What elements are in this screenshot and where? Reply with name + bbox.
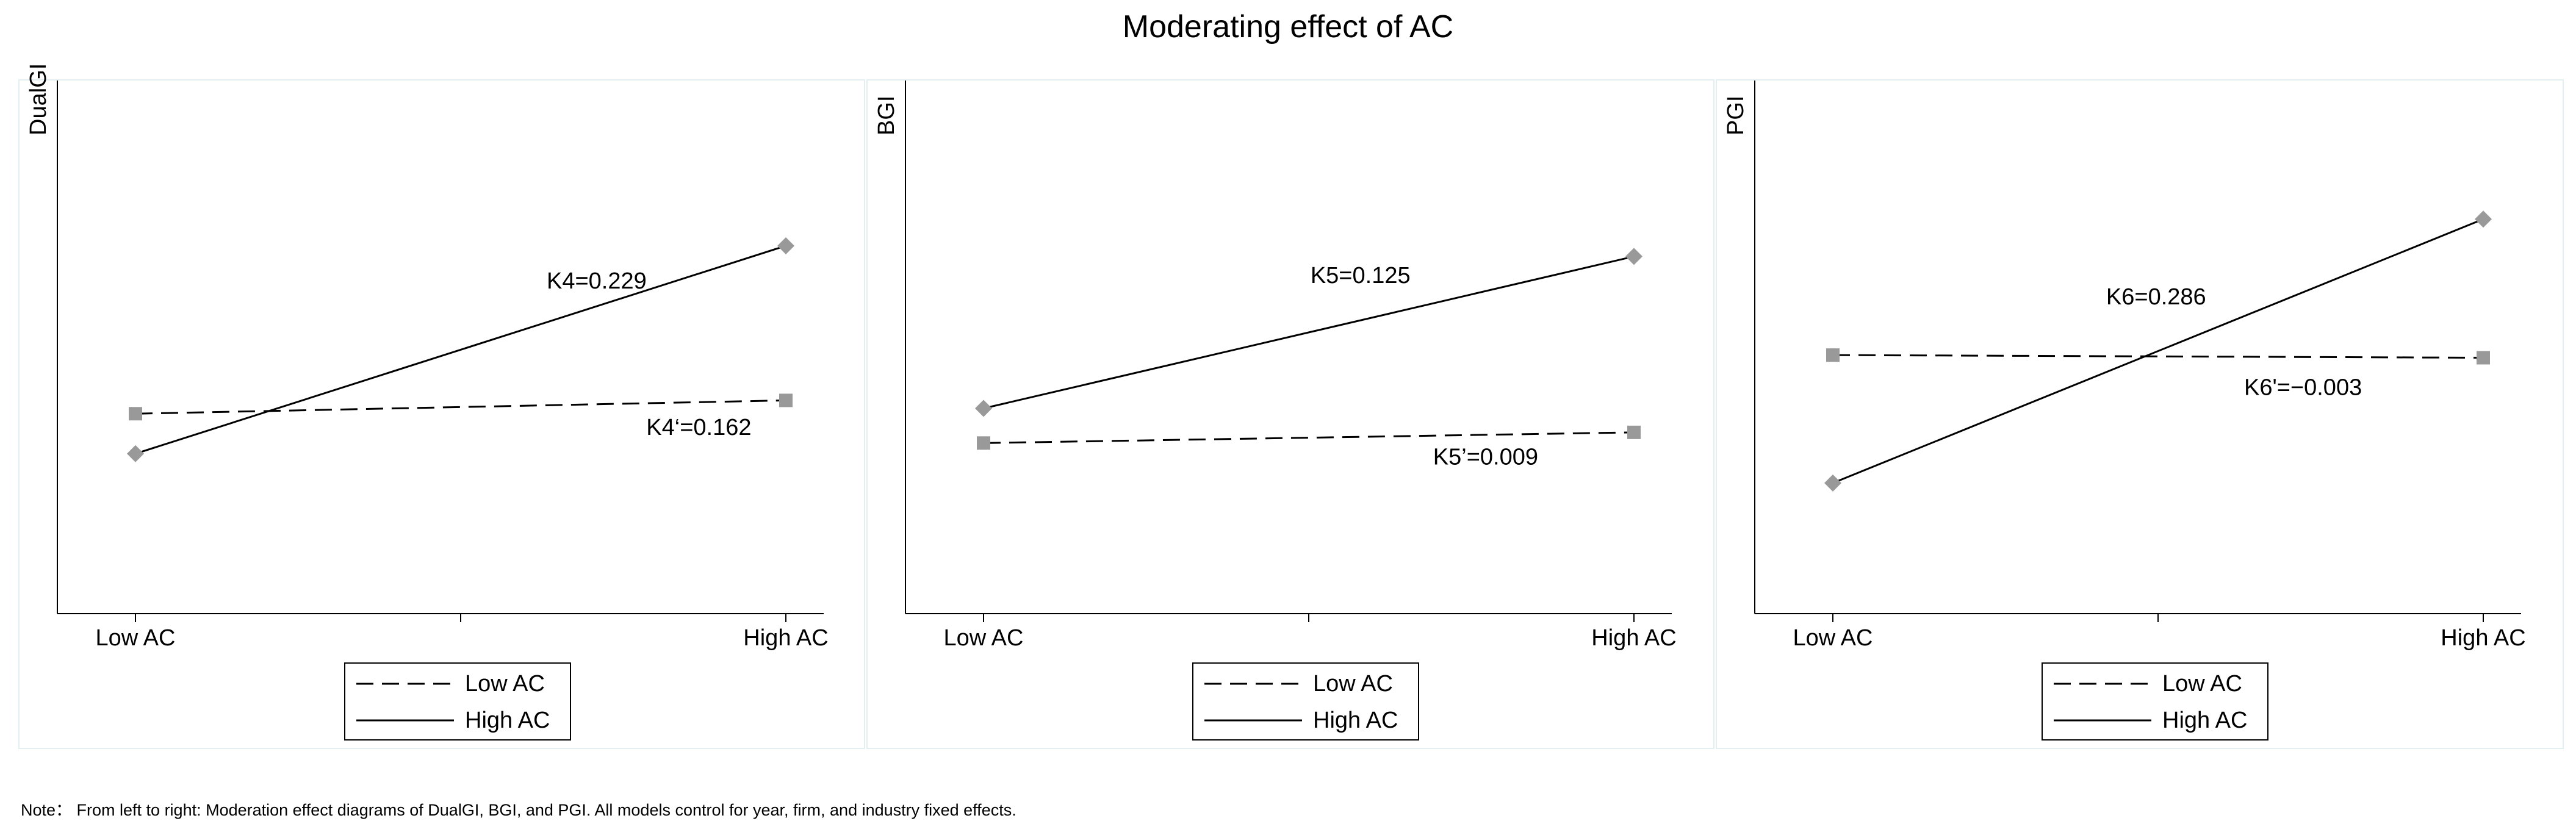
legend-solid-line-swatch xyxy=(356,719,454,722)
series-line-high-ac xyxy=(135,245,786,455)
data-point-square xyxy=(2477,351,2490,365)
legend-label: Low AC xyxy=(2162,671,2242,697)
x-tick-label: Low AC xyxy=(96,625,176,651)
legend-item-high-ac: High AC xyxy=(1193,704,1418,738)
legend-label: Low AC xyxy=(465,671,545,697)
legend-label: High AC xyxy=(465,708,550,733)
data-point-square xyxy=(129,407,142,421)
legend: Low AC High AC xyxy=(344,662,571,741)
chart-title: Moderating effect of AC xyxy=(1122,9,1454,45)
data-point-square xyxy=(779,393,793,407)
plot-area: Low AC High AC K6=0.286 K6'=−0.003 xyxy=(1754,81,2526,651)
slope-annotation: K6'=−0.003 xyxy=(2244,375,2362,401)
legend-label: Low AC xyxy=(1313,671,1393,697)
slope-annotation: K6=0.286 xyxy=(2106,284,2206,310)
data-point-square xyxy=(1627,425,1641,439)
data-point-diamond xyxy=(975,400,992,417)
data-point-square xyxy=(1826,348,1840,362)
legend-item-high-ac: High AC xyxy=(345,704,570,738)
legend-solid-line-swatch xyxy=(2054,719,2151,722)
slope-annotation: K5’=0.009 xyxy=(1433,444,1538,470)
panel-dualgi: DualGI Low AC High AC K4=0.229 K4‘=0.162 Lo… xyxy=(18,63,865,749)
data-point-square xyxy=(977,436,990,450)
legend-dashed-line-swatch xyxy=(356,683,454,685)
x-tick-label: High AC xyxy=(743,625,828,651)
data-point-diamond xyxy=(1824,474,1841,492)
legend-label: High AC xyxy=(2162,708,2248,733)
legend-item-low-ac: Low AC xyxy=(345,667,570,701)
x-tick-label: Low AC xyxy=(944,625,1024,651)
slope-annotation: K5=0.125 xyxy=(1311,263,1411,289)
panel-bgi: BGI Low AC High AC K5=0.125 K5’=0.009 Low A… xyxy=(866,79,1714,749)
series-line-high-ac xyxy=(1832,218,2484,484)
series-line-high-ac xyxy=(983,255,1635,409)
plot-area: Low AC High AC K4=0.229 K4‘=0.162 xyxy=(57,81,829,651)
legend-dashed-line-swatch xyxy=(2054,683,2151,685)
slope-annotation: K4‘=0.162 xyxy=(646,415,751,440)
series-line-low-ac xyxy=(135,399,786,415)
legend-item-low-ac: Low AC xyxy=(2043,667,2267,701)
slope-annotation: K4=0.229 xyxy=(547,268,647,294)
data-point-diamond xyxy=(1625,248,1642,265)
series-line-low-ac xyxy=(983,431,1635,444)
x-tick-label: High AC xyxy=(2441,625,2525,651)
footnote: Note： From left to right: Moderation eff… xyxy=(21,801,1016,819)
legend-label: High AC xyxy=(1313,708,1398,733)
data-point-diamond xyxy=(127,445,144,462)
legend-solid-line-swatch xyxy=(1204,719,1302,722)
series-line-low-ac xyxy=(1832,354,2484,359)
legend-item-high-ac: High AC xyxy=(2043,704,2267,738)
data-point-diamond xyxy=(2475,210,2492,228)
x-tick-label: High AC xyxy=(1591,625,1676,651)
legend-item-low-ac: Low AC xyxy=(1193,667,1418,701)
legend: Low AC High AC xyxy=(2042,662,2268,741)
x-tick-label: Low AC xyxy=(1793,625,1873,651)
plot-area: Low AC High AC K5=0.125 K5’=0.009 xyxy=(905,81,1677,651)
legend: Low AC High AC xyxy=(1192,662,1419,741)
legend-dashed-line-swatch xyxy=(1204,683,1302,685)
panel-pgi: PGI Low AC High AC K6=0.286 K6'=−0.003 Low … xyxy=(1716,79,2564,749)
data-point-diamond xyxy=(777,237,794,254)
